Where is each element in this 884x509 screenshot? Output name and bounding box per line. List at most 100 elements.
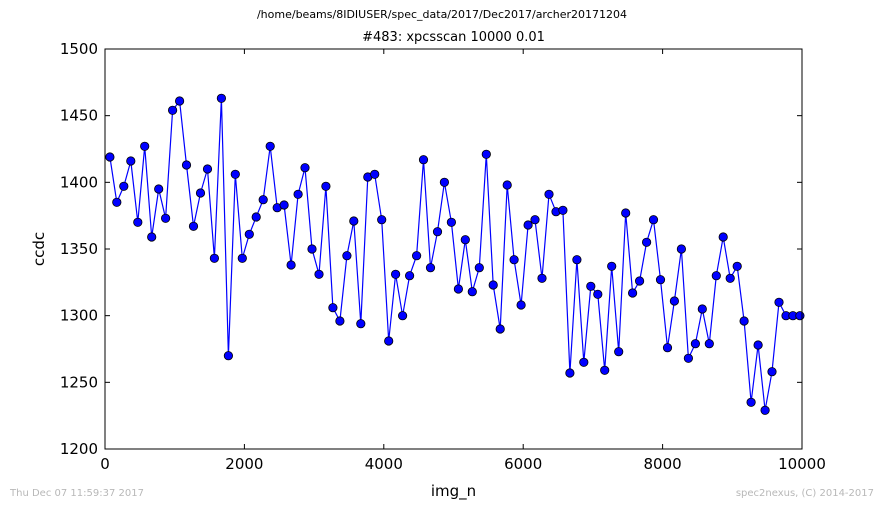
data-point <box>147 232 157 242</box>
data-point <box>795 311 805 321</box>
data-point <box>648 215 659 225</box>
data-point <box>237 253 247 263</box>
series-line-group <box>109 98 800 411</box>
data-point <box>216 93 226 103</box>
data-point <box>537 273 547 283</box>
y-tick-label: 1500 <box>60 40 98 58</box>
x-tick-label: 6000 <box>504 455 542 473</box>
x-axis-label: img_n <box>431 482 476 501</box>
y-axis-label: ccdc <box>30 232 48 266</box>
data-point <box>523 220 533 230</box>
x-tick-label: 4000 <box>365 455 403 473</box>
data-point <box>509 255 519 265</box>
data-point <box>683 353 694 363</box>
data-point <box>384 336 394 346</box>
data-point <box>718 232 728 242</box>
data-point <box>411 251 422 261</box>
data-point <box>209 253 219 263</box>
data-point <box>105 152 115 162</box>
data-point <box>572 255 582 265</box>
data-point <box>119 181 129 191</box>
x-tick-label: 8000 <box>644 455 682 473</box>
data-point <box>627 288 638 298</box>
data-point <box>356 319 366 329</box>
data-point <box>342 251 352 261</box>
data-point <box>112 197 122 207</box>
data-point <box>307 244 317 254</box>
credit-footer: spec2nexus, (C) 2014-2017 <box>735 488 874 499</box>
y-tick-label: 1300 <box>60 307 98 325</box>
data-point <box>258 195 268 205</box>
data-point <box>614 347 624 357</box>
data-point <box>404 271 415 281</box>
data-point <box>593 289 603 299</box>
data-point <box>397 311 408 321</box>
data-point <box>607 261 617 271</box>
data-point <box>439 177 449 187</box>
data-point <box>655 275 666 285</box>
data-point <box>774 297 784 307</box>
data-point <box>767 367 777 377</box>
data-point <box>188 221 199 231</box>
data-point <box>168 105 178 115</box>
data-point <box>377 215 387 225</box>
data-point <box>586 281 596 291</box>
data-point <box>265 141 275 151</box>
data-point <box>502 180 512 190</box>
data-point <box>418 155 429 165</box>
data-point <box>328 303 338 313</box>
x-tick-label: 0 <box>100 455 110 473</box>
plot-frame <box>104 48 803 450</box>
data-point <box>530 215 540 225</box>
axes: 0 2000 4000 6000 8000 10000 1200 1250 1300 1350 14… <box>60 40 826 473</box>
data-point <box>223 351 233 361</box>
data-point <box>565 368 575 378</box>
data-point <box>600 365 610 375</box>
data-point <box>244 229 254 239</box>
data-point <box>746 397 756 407</box>
y-tick-label: 1250 <box>60 373 98 391</box>
data-point <box>621 208 631 218</box>
x-tick-label: 10000 <box>778 455 826 473</box>
data-point <box>300 163 310 173</box>
data-point <box>154 184 164 194</box>
timestamp-footer: Thu Dec 07 11:59:37 2017 <box>10 488 144 499</box>
data-point <box>453 284 463 294</box>
data-point <box>286 260 296 270</box>
figure-suptitle: /home/beams/8IDIUSER/spec_data/2017/Dec2… <box>256 8 628 21</box>
data-point <box>251 212 261 222</box>
data-point <box>697 304 707 314</box>
data-point <box>662 343 673 353</box>
data-point <box>481 149 491 159</box>
chart-title: #483: xpcsscan 10000 0.01 <box>362 30 545 45</box>
data-point <box>558 205 568 215</box>
data-point <box>516 300 526 310</box>
data-point <box>725 273 735 283</box>
data-point <box>676 244 687 254</box>
data-point <box>690 339 701 349</box>
data-point <box>474 263 484 273</box>
series-line <box>109 98 800 411</box>
data-point <box>370 169 380 179</box>
data-point <box>488 280 498 290</box>
data-point <box>669 296 680 306</box>
data-point <box>126 156 136 166</box>
data-point <box>133 217 143 227</box>
data-point <box>460 235 470 245</box>
data-point <box>760 405 770 415</box>
data-point <box>711 271 721 281</box>
data-point <box>753 340 763 350</box>
data-point <box>390 269 401 279</box>
data-point <box>314 269 324 279</box>
data-point <box>293 189 303 199</box>
data-point <box>195 188 206 198</box>
y-tick-label: 1200 <box>60 440 98 458</box>
y-tick-label: 1350 <box>60 240 98 258</box>
data-point <box>202 164 213 174</box>
data-point <box>335 316 345 326</box>
y-tick-label: 1400 <box>60 173 98 191</box>
data-point <box>739 316 749 326</box>
x-tick-label: 2000 <box>225 455 263 473</box>
data-point <box>321 181 331 191</box>
data-point <box>279 200 289 210</box>
